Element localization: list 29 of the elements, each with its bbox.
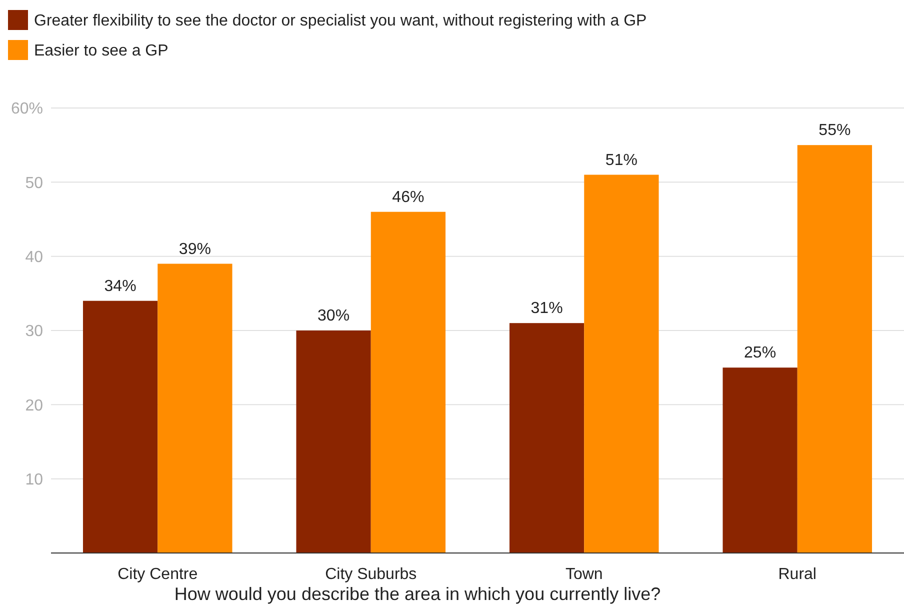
y-tick-label: 50 [25, 174, 44, 192]
x-tick-label: Town [565, 566, 603, 583]
data-label: 25% [744, 344, 776, 362]
x-tick-label: City Centre [118, 566, 198, 583]
legend-label: Easier to see a GP [34, 42, 168, 60]
data-label: 55% [818, 122, 851, 140]
data-label: 30% [318, 308, 350, 324]
legend-label: Greater flexibility to see the doctor or specialist you want, without registering with a GP [34, 12, 647, 30]
data-label: 34% [104, 278, 136, 295]
y-tick-label: 40 [25, 248, 44, 266]
y-tick-label: 20 [25, 397, 44, 414]
bar [82, 300, 158, 553]
y-tick-label: 60% [10, 100, 43, 118]
bar [296, 330, 371, 553]
y-tick-label: 30 [25, 323, 44, 340]
bar [722, 368, 798, 553]
x-tick-label: City Suburbs [325, 566, 417, 583]
x-tick-label: Rural [778, 566, 816, 583]
x-axis-title: How would you describe the area in which you currently live? [174, 584, 661, 604]
data-label: 51% [605, 152, 638, 169]
bar [509, 323, 584, 553]
data-label: 39% [178, 240, 211, 258]
bar [158, 264, 232, 553]
bar [584, 174, 659, 553]
bar [370, 212, 446, 553]
data-label: 31% [530, 300, 563, 318]
bar [797, 145, 872, 553]
data-label: 46% [392, 188, 424, 206]
y-tick-label: 10 [25, 471, 44, 488]
